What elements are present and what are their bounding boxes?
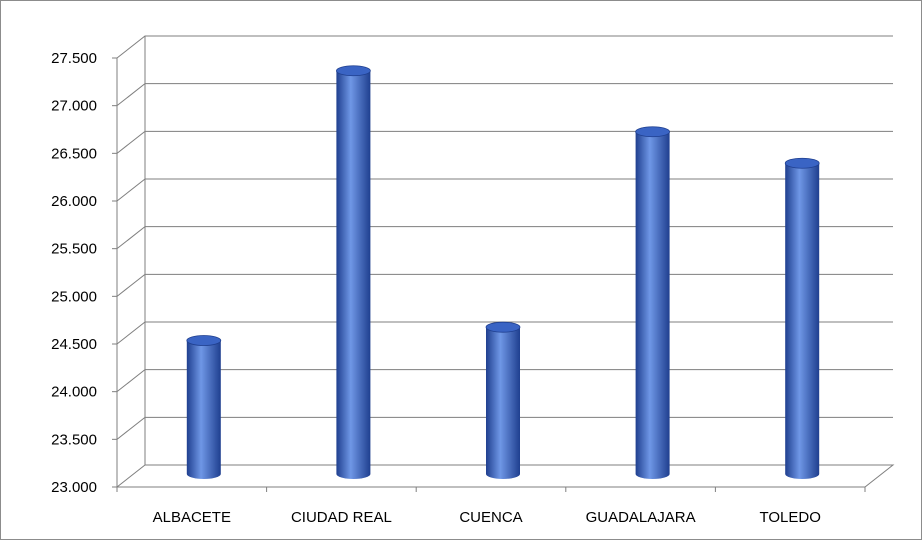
gridline	[116, 226, 893, 250]
bar-ciudad-real	[335, 65, 371, 480]
y-axis: 23.000 23.500 24.000 24.500 25.000 25.500 26.0…	[51, 50, 117, 496]
bar-albacete	[186, 335, 222, 479]
chart-floor	[116, 464, 895, 488]
x-category-label: TOLEDO	[759, 509, 820, 526]
bar-body	[186, 340, 221, 479]
bar-body	[486, 327, 520, 479]
x-category-label: CUENCA	[459, 509, 522, 526]
bars	[186, 65, 820, 480]
bar-cuenca	[485, 321, 521, 479]
y-tick-label: 24.000	[51, 384, 97, 401]
gridline	[116, 273, 893, 297]
gridline	[116, 130, 893, 154]
gridline	[116, 178, 893, 202]
bar-top	[186, 335, 222, 346]
bar-top	[335, 65, 371, 77]
x-axis: ALBACETE CIUDAD REAL CUENCA GUADALAJARA TOLE…	[116, 487, 866, 526]
y-tick-label: 26.000	[51, 193, 97, 210]
y-tick-label: 23.000	[51, 479, 97, 496]
y-tick-label: 25.000	[51, 288, 97, 305]
y-tick-label: 26.500	[51, 145, 97, 162]
y-tick-label: 27.000	[51, 98, 97, 115]
x-category-label: GUADALAJARA	[586, 509, 696, 526]
gridline	[116, 35, 893, 59]
bar-top	[784, 157, 820, 169]
gridline	[116, 83, 893, 107]
bar-guadalajara	[635, 126, 670, 479]
bar-body	[635, 131, 670, 479]
y-tick-label: 25.500	[51, 241, 97, 258]
bar-toledo	[784, 157, 820, 480]
bar-top	[635, 126, 670, 138]
bar-body	[785, 163, 820, 480]
y-tick-label: 27.500	[51, 50, 97, 67]
x-category-label: CIUDAD REAL	[291, 509, 392, 526]
y-tick-label: 23.500	[51, 431, 97, 448]
bar-body	[336, 70, 371, 480]
x-category-label: ALBACETE	[153, 509, 231, 526]
y-tick-label: 24.500	[51, 336, 97, 353]
bar-top	[485, 321, 521, 333]
chart-walls	[116, 36, 895, 488]
